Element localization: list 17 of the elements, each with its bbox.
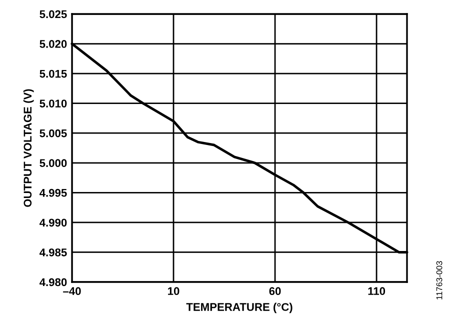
y-tick-label: 5.025 (40, 10, 67, 18)
y-tick-label: 5.015 (40, 70, 67, 78)
y-tick-label: 4.990 (40, 218, 67, 227)
x-axis-title: TEMPERATURE (°C) (186, 302, 292, 314)
y-tick-label: 4.985 (40, 248, 67, 256)
y-tick-label: 4.980 (40, 278, 67, 286)
y-tick-label: 4.995 (40, 188, 67, 197)
y-tick-label: 5.000 (40, 159, 67, 168)
x-tick-label: –40 (63, 287, 81, 296)
x-tick-label: 10 (168, 287, 180, 296)
x-tick-label: 110 (368, 287, 386, 296)
y-axis-title: OUTPUT VOLTAGE (V) (23, 89, 34, 207)
text: 11763-003 (436, 261, 442, 300)
x-tick-label: 60 (269, 287, 281, 296)
y-tick-label: 5.010 (40, 100, 67, 108)
y-tick-label: 5.005 (40, 129, 67, 138)
y-tick-label: 5.020 (40, 40, 67, 48)
